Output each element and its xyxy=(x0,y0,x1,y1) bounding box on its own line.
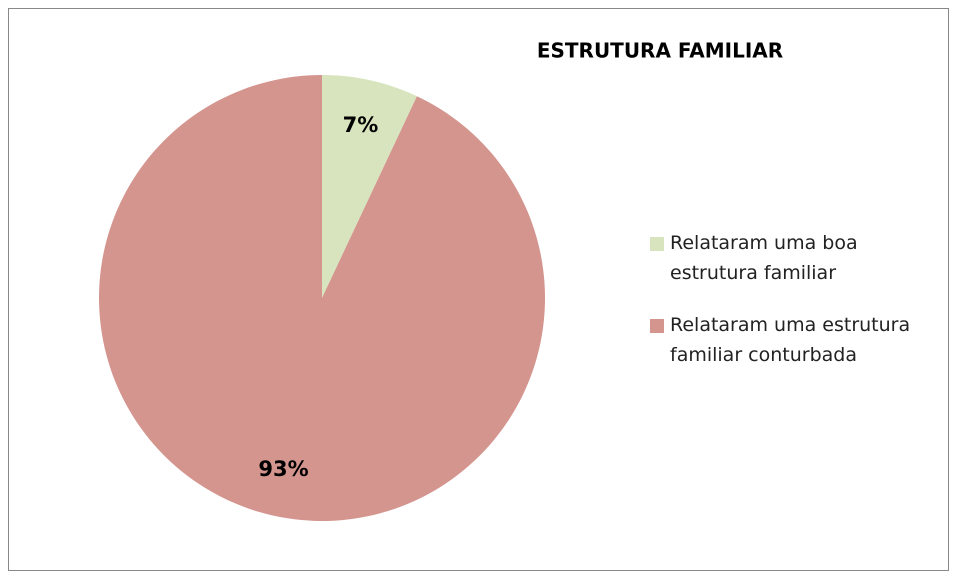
pie-slice xyxy=(99,75,546,521)
legend-swatch xyxy=(650,319,664,333)
data-label: 93% xyxy=(258,457,308,481)
legend-swatch xyxy=(650,237,664,251)
pie-slice xyxy=(322,75,417,298)
data-label: 7% xyxy=(343,113,379,137)
legend-item: Relataram uma boa estrutura familiar xyxy=(650,228,950,288)
legend-label: Relataram uma boa estrutura familiar xyxy=(670,232,858,284)
chart-title: ESTRUTURA FAMILIAR xyxy=(537,39,783,63)
legend-item: Relataram uma estrutura familiar conturb… xyxy=(650,310,950,370)
legend: Relataram uma boa estrutura familiar Rela… xyxy=(650,228,950,392)
legend-label: Relataram uma estrutura familiar conturb… xyxy=(670,314,911,366)
